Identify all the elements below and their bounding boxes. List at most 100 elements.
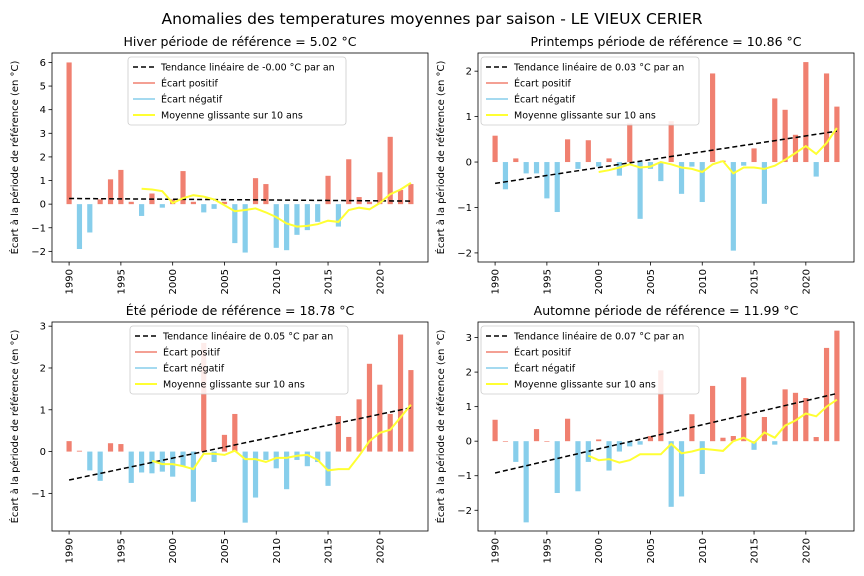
y-tick-label: 1 xyxy=(40,176,46,187)
legend-label: Écart négatif xyxy=(161,94,223,106)
subplot-title: Printemps période de référence = 10.86 °… xyxy=(531,34,802,49)
y-tick-label: 2 xyxy=(40,363,46,374)
bar-negative xyxy=(139,204,145,216)
y-tick-label: 2 xyxy=(40,152,46,163)
bar-positive xyxy=(502,441,509,442)
bar-positive xyxy=(823,73,830,163)
legend-label: Écart négatif xyxy=(163,363,225,375)
x-tick-label: 2010 xyxy=(698,269,709,294)
bar-positive xyxy=(252,178,259,205)
y-tick-label: −2 xyxy=(31,247,46,258)
bar-positive xyxy=(387,413,393,452)
x-tick-label: 2010 xyxy=(698,538,709,563)
bar-negative xyxy=(554,162,560,213)
bar-negative xyxy=(502,162,509,190)
bar-positive xyxy=(606,158,612,163)
bar-positive xyxy=(397,334,404,452)
x-tick-label: 2010 xyxy=(272,269,283,294)
bar-positive xyxy=(710,73,716,163)
moving-average-line xyxy=(598,127,838,175)
bar-negative xyxy=(699,162,705,203)
x-tick-label: 1990 xyxy=(65,269,76,294)
y-tick-label: 0 xyxy=(466,158,472,169)
bar-positive xyxy=(720,437,726,442)
subplot-title: Hiver période de référence = 5.02 °C xyxy=(123,34,356,49)
bar-positive xyxy=(232,413,238,452)
bar-positive xyxy=(221,201,228,205)
bar-positive xyxy=(730,436,736,442)
x-tick-label: 2015 xyxy=(750,538,761,563)
x-tick-label: 2005 xyxy=(220,269,231,294)
bar-positive xyxy=(823,347,830,442)
bar-negative xyxy=(616,162,622,176)
bar-positive xyxy=(356,399,362,452)
x-tick-label: 2005 xyxy=(646,269,657,294)
x-tick-label: 1995 xyxy=(542,538,553,563)
bar-negative xyxy=(273,204,279,248)
bar-negative xyxy=(97,451,103,481)
subplot-3: Été période de référence = 18.78 °C −1 0 1 2… xyxy=(8,303,429,563)
bar-positive xyxy=(366,201,373,205)
legend-label: Écart négatif xyxy=(514,94,576,106)
y-axis-label: Écart à la période de référence (en °C) xyxy=(434,61,447,255)
legend-label: Écart positif xyxy=(161,78,218,90)
bar-negative xyxy=(513,441,519,462)
bar-positive xyxy=(565,139,571,163)
bar-positive xyxy=(803,398,809,442)
bar-negative xyxy=(284,451,290,490)
bar-positive xyxy=(335,416,341,452)
y-tick-label: 3 xyxy=(40,322,46,333)
bar-positive xyxy=(596,439,602,442)
bar-negative xyxy=(252,451,259,498)
bar-negative xyxy=(211,451,217,463)
bar-positive xyxy=(66,62,72,205)
bar-positive xyxy=(772,98,778,163)
legend-label: Tendance linéaire de 0.03 °C par an xyxy=(513,63,684,74)
x-tick-label: 2010 xyxy=(272,538,283,563)
y-tick-label: −1 xyxy=(457,471,472,482)
bar-negative xyxy=(128,451,134,483)
bar-negative xyxy=(273,451,279,469)
bar-negative xyxy=(813,162,819,177)
bar-positive xyxy=(190,201,196,205)
legend-label: Moyenne glissante sur 10 ans xyxy=(163,380,305,391)
bar-positive xyxy=(128,201,134,205)
bar-negative xyxy=(761,162,767,204)
bar-positive xyxy=(377,384,383,452)
x-tick-label: 1990 xyxy=(491,269,502,294)
bar-negative xyxy=(554,441,560,493)
bar-positive xyxy=(221,434,228,452)
bar-negative xyxy=(325,451,331,486)
bar-positive xyxy=(377,172,383,205)
x-tick-label: 1995 xyxy=(542,269,553,294)
legend-label: Écart positif xyxy=(163,347,220,359)
legend-label: Moyenne glissante sur 10 ans xyxy=(514,380,656,391)
bar-positive xyxy=(387,136,393,205)
bar-negative xyxy=(627,441,633,447)
bar-positive xyxy=(107,443,114,452)
x-tick-label: 2005 xyxy=(220,538,231,563)
bar-negative xyxy=(741,162,747,166)
figure-title: Anomalies des temperatures moyennes par … xyxy=(161,10,702,28)
bar-positive xyxy=(813,437,819,442)
y-tick-label: −2 xyxy=(457,248,472,259)
x-tick-label: 1995 xyxy=(116,538,127,563)
bar-negative xyxy=(678,162,685,194)
trend-line xyxy=(494,392,838,474)
y-tick-label: 1 xyxy=(466,402,472,413)
y-tick-label: 2 xyxy=(466,368,472,379)
y-tick-label: −2 xyxy=(457,506,472,517)
legend-label: Tendance linéaire de -0.00 °C par an xyxy=(160,63,335,74)
plot-frame xyxy=(477,52,855,263)
bar-negative xyxy=(637,162,643,219)
bar-negative xyxy=(159,204,165,208)
y-tick-label: 2 xyxy=(466,67,472,78)
bar-positive xyxy=(658,370,664,442)
y-axis-label: Écart à la période de référence (en °C) xyxy=(8,61,21,255)
plot-frame xyxy=(51,52,429,263)
y-tick-label: 0 xyxy=(40,200,46,211)
bar-negative xyxy=(232,204,238,244)
x-tick-label: 2015 xyxy=(324,269,335,294)
bar-positive xyxy=(782,109,788,163)
moving-average-line xyxy=(151,404,412,472)
